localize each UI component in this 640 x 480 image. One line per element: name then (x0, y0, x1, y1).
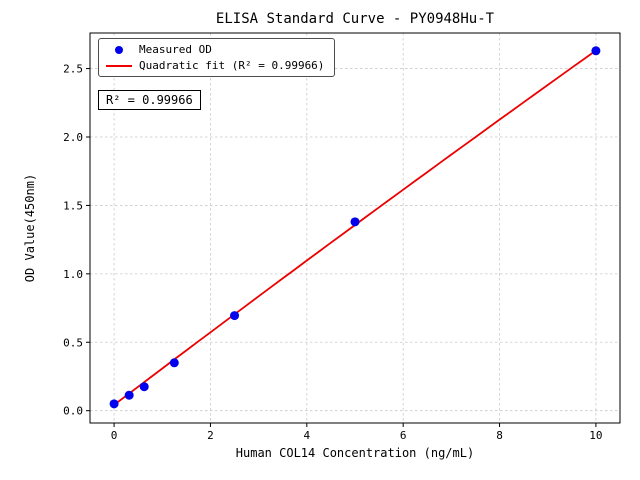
axis-ticks: 0 2 4 6 8 10 0.0 0.5 1.0 1.5 2.0 2.5 (63, 63, 602, 442)
r-squared-annotation: R² = 0.99966 (98, 90, 201, 110)
svg-text:0.5: 0.5 (63, 336, 83, 349)
svg-text:2: 2 (207, 429, 214, 442)
svg-text:0.0: 0.0 (63, 405, 83, 418)
legend-line-swatch-icon (106, 64, 132, 67)
legend-label-measured-od: Measured OD (139, 43, 212, 56)
chart-title: ELISA Standard Curve - PY0948Hu-T (215, 11, 495, 27)
legend-marker-dot-icon (115, 45, 123, 54)
svg-text:1.5: 1.5 (63, 199, 83, 212)
x-axis-label: Human COL14 Concentration (ng/mL) (235, 446, 475, 460)
svg-text:8: 8 (496, 429, 503, 442)
measured-od-points (109, 46, 601, 409)
svg-text:6: 6 (400, 429, 407, 442)
legend-item-quadratic-fit: Quadratic fit (R² = 0.99966) (106, 59, 324, 72)
legend-swatch (106, 64, 132, 67)
plot-frame (89, 32, 621, 424)
svg-text:0: 0 (111, 429, 118, 442)
svg-text:4: 4 (304, 429, 311, 442)
svg-text:10: 10 (589, 429, 602, 442)
y-axis-label: OD Value(450nm) (23, 173, 37, 283)
legend-label-quadratic-fit: Quadratic fit (R² = 0.99966) (139, 59, 325, 72)
legend-swatch (106, 45, 132, 54)
svg-text:2.0: 2.0 (63, 131, 83, 144)
svg-text:2.5: 2.5 (63, 63, 83, 76)
svg-text:1.0: 1.0 (63, 268, 83, 281)
gridlines (90, 33, 620, 423)
legend-item-measured-od: Measured OD (106, 43, 324, 56)
legend: Measured OD Quadratic fit (R² = 0.99966) (98, 38, 336, 77)
